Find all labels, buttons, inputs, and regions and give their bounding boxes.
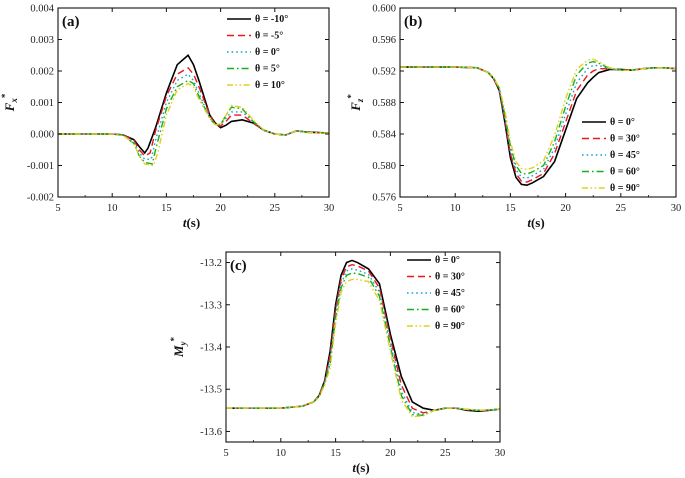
series-line-5 [226,278,500,418]
y-tick-label: -13.3 [200,300,222,311]
y-tick-label: -0.001 [27,161,54,172]
legend-label: θ = 60° [435,305,465,316]
x-tick-label: 25 [270,203,281,214]
x-tick-label: 10 [107,203,118,214]
chart-panel-a: 5 10 15 20 25 30 -0.002 -0.001 0.000 0.001 0.002 0.… [0,4,334,231]
x-tick-label: 5 [55,203,60,214]
x-tick-label: 20 [215,203,226,214]
legend-label: θ = -5° [255,31,283,42]
legend-label: θ = 30° [435,272,465,283]
legend-label: θ = 45° [435,288,465,299]
panel-label: (b) [404,14,422,30]
x-tick-label: 30 [495,448,506,459]
y-axis-label: Fz* [346,94,365,112]
x-tick-label: 5 [223,448,228,459]
panel-label: (a) [62,14,80,30]
legend-label: θ = 0° [610,117,635,128]
x-tick-label: 15 [330,448,341,459]
y-tick-label: 0.592 [372,67,396,78]
y-tick-label: 0.002 [30,67,54,78]
x-axis-label: t(s) [527,215,544,230]
y-tick-label: 0.576 [372,193,396,204]
y-tick-label: -0.002 [27,193,54,204]
y-tick-label: -13.6 [200,427,222,438]
legend: θ = 0° θ = 30° θ = 45° θ = 60° θ = 90° [407,255,465,332]
legend: θ = 0° θ = 30° θ = 45° θ = 60° θ = 90° [582,117,640,194]
y-axis-label: Fx* [0,93,19,112]
y-tick-label: 0.004 [30,4,54,15]
series-line-4 [58,79,329,165]
legend-label: θ = 90° [610,183,640,194]
x-tick-label: 15 [161,203,172,214]
series-line-4 [400,60,676,175]
y-tick-label: 0.600 [372,4,396,15]
series-group [58,54,329,167]
y-tick-label: -13.5 [200,385,222,396]
y-tick-label: 0.003 [30,35,54,46]
y-tick-label: 0.580 [372,161,396,172]
chart-panel-c: 5 10 15 20 25 30 -13.6 -13.5 -13.4 -13.3 -13.2 t(s)… [169,251,506,475]
x-tick-label: 25 [440,448,451,459]
x-tick-label: 15 [505,203,516,214]
series-line-1 [58,54,329,155]
series-line-2 [58,66,329,157]
y-tick-label: -13.4 [200,343,223,354]
plot-frame [57,7,330,198]
y-tick-label: 0.000 [30,130,54,141]
x-tick-label: 30 [671,203,682,214]
x-tick-label: 25 [616,203,627,214]
y-axis-label: My* [169,336,188,358]
legend: θ = -10° θ = -5° θ = 0° θ = 5° θ = 10° [227,14,288,91]
y-tick-label: 0.584 [372,130,396,141]
legend-label: θ = 10° [255,80,285,91]
x-tick-label: 10 [276,448,287,459]
y-tick-label: -13.2 [200,258,222,269]
series-line-2 [226,263,500,414]
legend-label: θ = 0° [435,255,460,266]
x-tick-label: 20 [560,203,571,214]
x-tick-label: 30 [324,203,335,214]
series-line-2 [400,66,676,183]
y-tick-label: 0.001 [30,98,54,109]
x-tick-label: 10 [450,203,461,214]
series-line-1 [226,259,500,412]
legend-label: θ = 30° [610,134,640,145]
series-group [226,259,500,418]
series-line-5 [400,58,676,171]
x-tick-label: 20 [385,448,396,459]
x-axis-label: t(s) [183,215,200,230]
panel-label: (c) [230,258,247,274]
legend-label: θ = 5° [255,64,280,75]
y-tick-label: 0.596 [372,35,396,46]
legend-label: θ = 45° [610,150,640,161]
series-group [400,58,676,187]
y-tick-label: 0.588 [372,98,396,109]
legend-label: θ = 90° [435,321,465,332]
series-line-5 [58,82,329,167]
legend-label: θ = 0° [255,47,280,58]
legend-label: θ = -10° [255,14,288,25]
chart-panel-b: 5 10 15 20 25 30 0.576 0.580 0.584 0.588 0.592 0.59… [346,4,681,231]
legend-label: θ = 60° [610,167,640,178]
x-tick-label: 5 [397,203,402,214]
x-axis-label: t(s) [352,460,369,475]
